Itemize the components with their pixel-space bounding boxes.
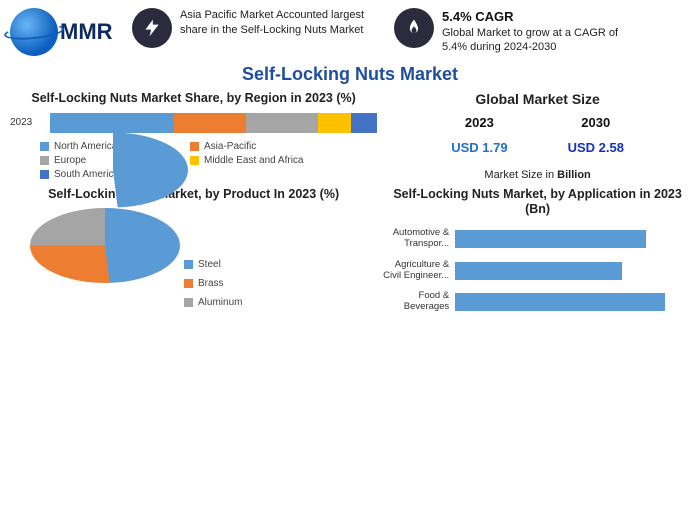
hbar-label: Automotive & Transpor...	[381, 228, 455, 250]
product-pie-chart: Self-Locking Nuts Market, by Product In …	[10, 187, 377, 359]
legend-item: Middle East and Africa	[190, 155, 320, 166]
size-value: USD 1.79	[451, 140, 507, 155]
hbar-label: Agriculture & Civil Engineer...	[381, 260, 455, 282]
region-segment	[246, 113, 318, 133]
legend-swatch-icon	[184, 260, 193, 269]
size-title: Global Market Size	[381, 91, 694, 109]
legend-swatch-icon	[184, 298, 193, 307]
size-note-bold: Billion	[557, 169, 591, 181]
hbar-bar	[455, 230, 646, 248]
hbar-bar	[455, 262, 622, 280]
legend-swatch-icon	[40, 142, 49, 151]
hbar-track	[455, 262, 694, 280]
region-segment	[351, 113, 377, 133]
legend-label: Aluminum	[198, 297, 242, 308]
fact-asia-pacific: Asia Pacific Market Accounted largest sh…	[132, 8, 382, 48]
application-bar-chart: Self-Locking Nuts Market, by Application…	[381, 187, 694, 359]
size-year: 2030	[568, 115, 624, 130]
legend-item: Brass	[184, 278, 274, 289]
flame-icon	[394, 8, 434, 48]
fact1-text: Asia Pacific Market Accounted largest sh…	[180, 9, 364, 36]
size-year: 2023	[451, 115, 507, 130]
product-pie	[30, 208, 180, 283]
application-chart-title: Self-Locking Nuts Market, by Application…	[381, 187, 694, 218]
hbar-track	[455, 230, 694, 248]
pie-exploded-slice	[38, 133, 188, 208]
legend-label: Steel	[198, 259, 221, 270]
hbar-track	[455, 293, 694, 311]
legend-label: Asia-Pacific	[204, 141, 256, 152]
logo-globe-icon	[10, 8, 58, 56]
hbar-label: Food & Beverages	[381, 291, 455, 313]
fact2-text: Global Market to grow at a CAGR of 5.4% …	[442, 27, 618, 54]
region-segment	[174, 113, 246, 133]
fact-cagr: 5.4% CAGR Global Market to grow at a CAG…	[394, 8, 644, 55]
hbar-row: Automotive & Transpor...	[381, 228, 694, 250]
legend-label: Brass	[198, 278, 224, 289]
market-size-panel: Global Market Size 2023 USD 1.79 2030 USD 2…	[381, 91, 694, 181]
region-segment	[318, 113, 351, 133]
region-chart-title: Self-Locking Nuts Market Share, by Regio…	[10, 91, 377, 107]
size-column: 2030 USD 2.58	[568, 115, 624, 155]
legend-swatch-icon	[190, 142, 199, 151]
size-note-prefix: Market Size in	[484, 169, 557, 181]
region-stacked-bar	[50, 113, 377, 133]
size-note: Market Size in Billion	[381, 169, 694, 181]
size-value: USD 2.58	[568, 140, 624, 155]
fact2-lead: 5.4% CAGR	[442, 8, 644, 26]
legend-label: Middle East and Africa	[204, 155, 304, 166]
legend-item: Steel	[184, 259, 274, 270]
logo-text: MMR	[60, 19, 113, 45]
legend-swatch-icon	[184, 279, 193, 288]
product-legend: Steel Brass Aluminum	[184, 251, 274, 316]
legend-item: Aluminum	[184, 297, 274, 308]
legend-item: Asia-Pacific	[190, 141, 320, 152]
hbar-bar	[455, 293, 665, 311]
logo: MMR	[10, 8, 120, 56]
page-title: Self-Locking Nuts Market	[0, 64, 700, 85]
region-row-label: 2023	[10, 117, 44, 128]
hbar-row: Agriculture & Civil Engineer...	[381, 260, 694, 282]
region-segment	[50, 113, 174, 133]
legend-swatch-icon	[190, 156, 199, 165]
size-column: 2023 USD 1.79	[451, 115, 507, 155]
bolt-icon	[132, 8, 172, 48]
hbar-row: Food & Beverages	[381, 291, 694, 313]
